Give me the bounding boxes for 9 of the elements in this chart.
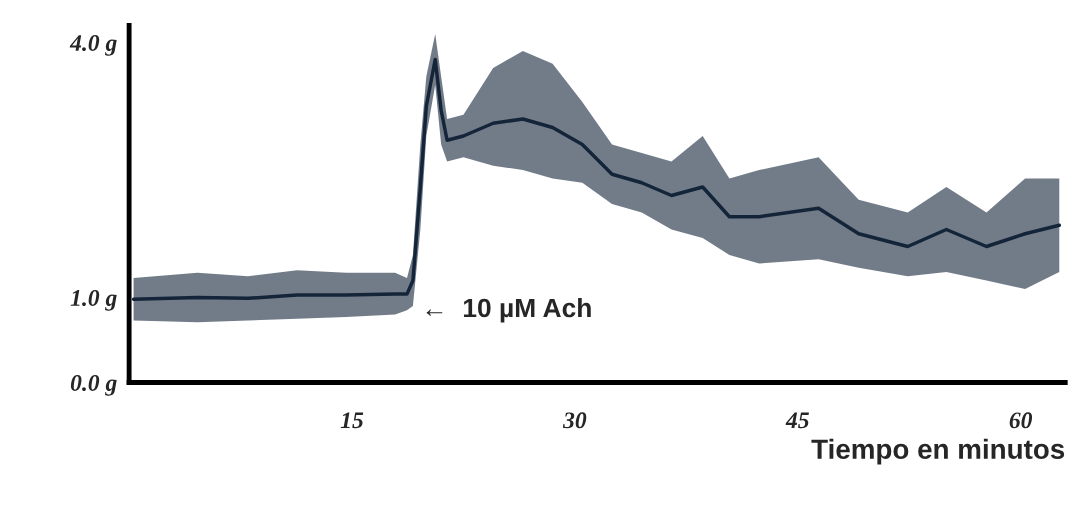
y-tick-label: 1.0 g: [70, 289, 117, 311]
y-tick-label: 0.0 g: [70, 374, 117, 396]
x-tick-label: 45: [785, 412, 809, 429]
x-tick-label: 15: [340, 412, 364, 429]
x-tick-label: 60: [1009, 412, 1033, 429]
x-tick-label: 30: [562, 412, 587, 429]
x-axis-title: Tiempo en minutos: [811, 438, 1065, 465]
y-tick-label: 4.0 g: [69, 34, 117, 56]
annotation: ← 10 µM Ach: [426, 297, 591, 323]
